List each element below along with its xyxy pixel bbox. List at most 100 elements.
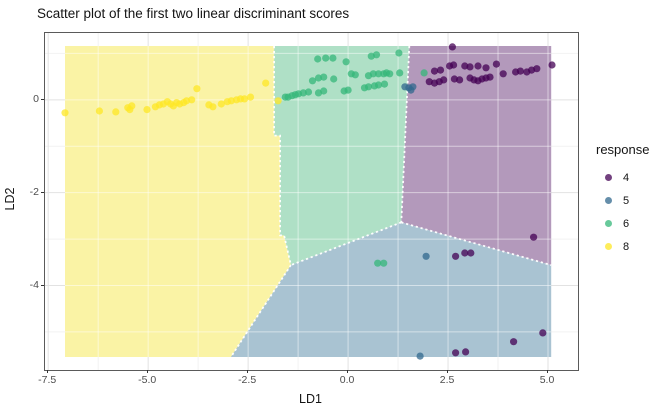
data-point-response-8 <box>112 108 120 116</box>
y-tick-mark <box>41 191 44 193</box>
data-point-response-5 <box>422 252 430 260</box>
legend-item-label: 5 <box>623 194 630 207</box>
x-tick-label: 5.0 <box>539 374 555 386</box>
decision-boundary <box>230 264 292 358</box>
data-point-response-6 <box>369 70 377 78</box>
data-point-response-8 <box>61 109 69 117</box>
legend-item-5: 5 <box>596 189 668 212</box>
data-point-response-4 <box>467 249 475 257</box>
data-point-response-4 <box>450 61 458 69</box>
data-point-response-6 <box>344 86 352 94</box>
data-point-response-6 <box>380 80 389 88</box>
data-point-response-8 <box>217 100 225 108</box>
data-point-response-4 <box>492 60 500 68</box>
data-point-response-6 <box>374 259 382 267</box>
legend-item-6: 6 <box>596 212 668 235</box>
legend-item-8: 8 <box>596 235 668 258</box>
legend-key-dot-icon <box>605 220 612 227</box>
x-tick-mark <box>347 370 349 373</box>
data-point-response-6 <box>329 54 337 62</box>
data-point-response-6 <box>342 58 350 66</box>
x-axis-title: LD1 <box>299 392 322 406</box>
x-tick-mark <box>447 370 449 373</box>
data-point-response-8 <box>262 79 270 87</box>
data-point-response-6 <box>395 49 403 57</box>
data-point-response-4 <box>499 70 507 78</box>
data-point-response-4 <box>482 64 490 72</box>
x-tick-mark <box>147 370 149 373</box>
decision-boundary <box>273 46 292 266</box>
data-point-response-4 <box>440 76 448 84</box>
data-point-response-6 <box>374 81 383 89</box>
x-tick-mark <box>47 370 49 373</box>
data-point-response-6 <box>396 69 404 77</box>
data-point-response-8 <box>95 107 103 115</box>
data-point-response-4 <box>486 73 494 81</box>
data-point-response-4 <box>436 66 445 74</box>
y-tick-label: 0 <box>33 92 39 105</box>
data-point-response-4 <box>516 67 524 75</box>
data-point-response-6 <box>322 54 330 62</box>
data-point-response-6 <box>380 259 388 267</box>
data-point-response-4 <box>539 329 547 337</box>
data-point-response-4 <box>452 349 460 357</box>
legend-key-dot-icon <box>605 243 612 250</box>
x-tick-label: -2.5 <box>238 374 257 386</box>
plot-title: Scatter plot of the first two linear dis… <box>37 6 350 21</box>
data-point-response-4 <box>462 348 470 356</box>
data-point-response-8 <box>246 93 255 101</box>
data-point-response-8 <box>209 103 217 111</box>
x-tick-label: -5.0 <box>138 374 157 386</box>
data-point-response-6 <box>320 73 328 81</box>
x-tick-label: 2.5 <box>439 374 455 386</box>
legend-item-label: 4 <box>623 171 630 184</box>
data-point-response-4 <box>466 63 474 71</box>
data-point-response-8 <box>274 97 282 105</box>
legend-item-label: 8 <box>623 240 630 253</box>
data-point-response-8 <box>240 95 249 103</box>
x-tick-label: 0.0 <box>339 374 355 386</box>
legend-key-dot-icon <box>605 197 612 204</box>
data-point-response-6 <box>374 70 383 78</box>
decision-region-6 <box>274 46 410 266</box>
y-tick-label: -4 <box>29 278 39 291</box>
y-tick-label: -2 <box>29 185 39 198</box>
decision-region-4 <box>401 46 552 266</box>
data-point-response-6 <box>308 77 317 85</box>
data-point-response-4 <box>452 252 460 260</box>
data-point-response-4 <box>510 338 518 346</box>
data-point-response-6 <box>364 83 373 91</box>
data-point-response-4 <box>461 249 469 257</box>
y-tick-mark <box>41 98 44 100</box>
data-point-response-8 <box>143 106 151 114</box>
data-point-response-4 <box>548 61 556 69</box>
data-point-response-6 <box>320 87 328 95</box>
x-tick-mark <box>247 370 249 373</box>
data-point-response-4 <box>456 76 464 84</box>
legend-items: 4 5 6 8 <box>596 166 668 258</box>
data-point-response-6 <box>330 75 338 83</box>
x-tick-mark <box>547 370 548 373</box>
plot-panel <box>44 32 579 371</box>
region-grid-overlay <box>64 45 552 358</box>
decision-boundary <box>400 45 411 223</box>
data-point-response-4 <box>474 62 482 70</box>
legend-item-4: 4 <box>596 166 668 189</box>
data-point-response-6 <box>420 69 428 77</box>
data-point-response-5 <box>407 86 415 94</box>
legend: response 4 5 6 8 <box>596 142 668 258</box>
y-tick-mark <box>41 284 44 286</box>
legend-title: response <box>596 142 650 157</box>
data-point-response-4 <box>533 65 541 73</box>
data-point-response-6 <box>386 70 394 78</box>
data-point-response-8 <box>193 85 201 93</box>
data-point-response-4 <box>530 233 538 241</box>
data-point-response-6 <box>372 51 381 59</box>
data-point-response-5 <box>416 352 424 360</box>
data-point-response-6 <box>351 71 359 79</box>
legend-item-label: 6 <box>623 217 630 230</box>
data-point-response-6 <box>314 55 322 63</box>
y-axis-title: LD2 <box>3 187 17 211</box>
data-point-response-4 <box>448 43 456 51</box>
